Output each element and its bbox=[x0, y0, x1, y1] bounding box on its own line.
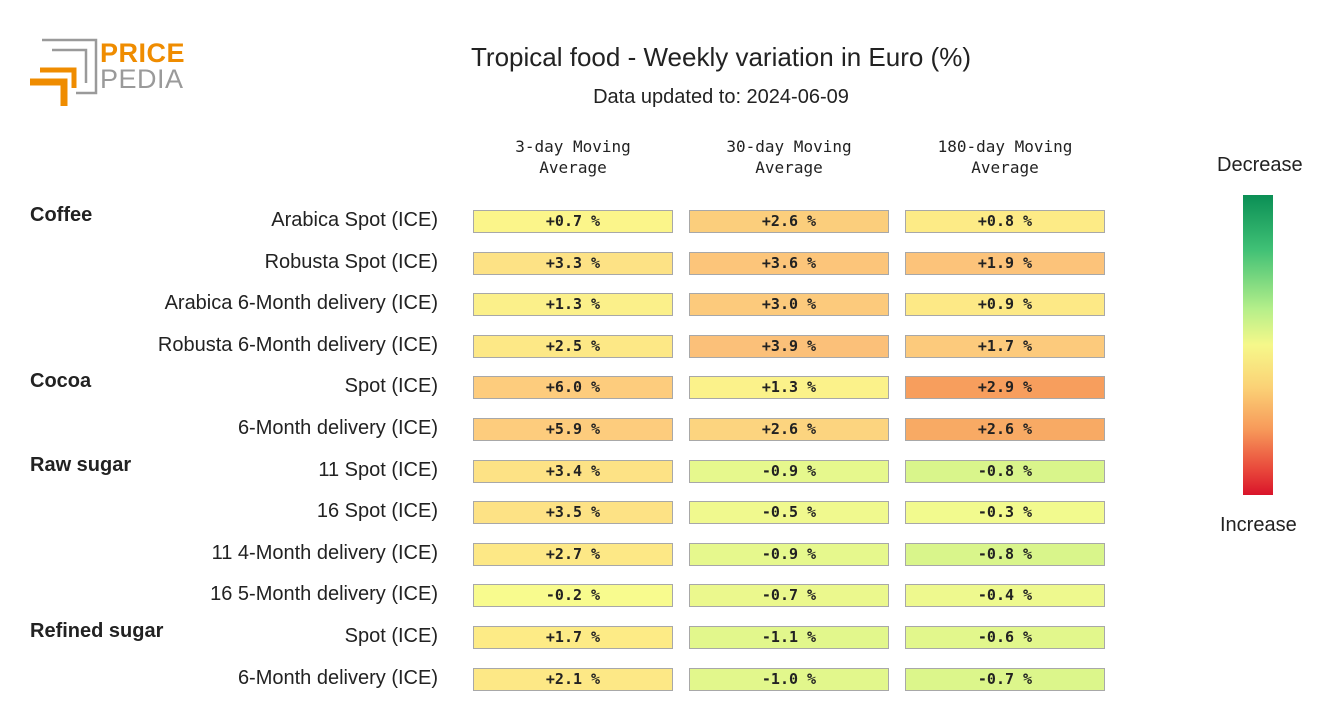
heatmap-cell: +5.9 % bbox=[473, 418, 673, 441]
heatmap-cell: +3.5 % bbox=[473, 501, 673, 525]
logo-text-pedia: PEDIA bbox=[100, 64, 184, 94]
legend-increase-label: Increase bbox=[1220, 514, 1297, 536]
group-label: Refined sugar bbox=[30, 620, 164, 642]
heatmap-cell: -0.2 % bbox=[473, 584, 673, 608]
heatmap-cell: -0.6 % bbox=[905, 626, 1105, 649]
legend-decrease-label: Decrease bbox=[1217, 154, 1303, 176]
heatmap-cell: +2.6 % bbox=[689, 418, 889, 441]
heatmap-cell: +6.0 % bbox=[473, 376, 673, 400]
heatmap-cell: -0.3 % bbox=[905, 501, 1105, 525]
heatmap-cell: +3.3 % bbox=[473, 251, 673, 275]
chart-title: Tropical food - Weekly variation in Euro… bbox=[471, 42, 971, 72]
row-label: Spot (ICE) bbox=[344, 375, 438, 398]
logo-text-price: PRICE bbox=[100, 38, 186, 68]
row-label: 11 Spot (ICE) bbox=[318, 458, 438, 481]
heatmap-cell: +2.7 % bbox=[473, 542, 673, 566]
heatmap-cell: +2.1 % bbox=[473, 667, 673, 691]
heatmap-cell: +3.4 % bbox=[473, 459, 673, 483]
heatmap-cell: +2.6 % bbox=[689, 210, 889, 233]
heatmap-cell: -0.7 % bbox=[689, 584, 889, 608]
row-label: 6-Month delivery (ICE) bbox=[237, 417, 438, 439]
row-label: 16 5-Month delivery (ICE) bbox=[210, 583, 438, 606]
legend-colorbar bbox=[1243, 195, 1273, 495]
row-label: 11 4-Month delivery (ICE) bbox=[211, 541, 438, 564]
heatmap-cell: +2.5 % bbox=[473, 334, 673, 358]
heatmap-cell: +2.6 % bbox=[905, 418, 1105, 441]
row-label: Arabica Spot (ICE) bbox=[271, 209, 438, 231]
heatmap-cell: +1.3 % bbox=[473, 293, 673, 317]
heatmap-cell: +0.8 % bbox=[905, 210, 1105, 233]
heatmap-cell: -0.7 % bbox=[905, 667, 1105, 691]
heatmap-cell: +3.0 % bbox=[689, 293, 889, 317]
row-label: Arabica 6-Month delivery (ICE) bbox=[164, 292, 438, 315]
heatmap-cell: +3.6 % bbox=[689, 251, 889, 275]
heatmap-cell: -0.8 % bbox=[905, 459, 1105, 483]
heatmap-cell: +0.7 % bbox=[473, 210, 673, 233]
heatmap-cell: -0.5 % bbox=[689, 501, 889, 525]
group-label: Coffee bbox=[30, 204, 93, 226]
heatmap-cell: -0.4 % bbox=[905, 584, 1105, 608]
heatmap-cell: +2.9 % bbox=[905, 376, 1105, 400]
column-header: 30-day Moving Average bbox=[726, 137, 852, 177]
heatmap-cell: -1.1 % bbox=[689, 626, 889, 649]
row-label: 6-Month delivery (ICE) bbox=[237, 666, 438, 689]
heatmap-cell: -0.9 % bbox=[689, 459, 889, 483]
heatmap-cell: -0.8 % bbox=[905, 542, 1105, 566]
group-label: Raw sugar bbox=[30, 453, 132, 476]
heatmap-cell: +1.7 % bbox=[905, 334, 1105, 358]
heatmap-cell: +1.7 % bbox=[473, 626, 673, 649]
heatmap-cell: -0.9 % bbox=[689, 542, 889, 566]
heatmap-cell: +0.9 % bbox=[905, 293, 1105, 317]
heatmap-cell: +1.3 % bbox=[689, 376, 889, 400]
group-label: Cocoa bbox=[30, 370, 92, 393]
heatmap-cell: -1.0 % bbox=[689, 667, 889, 691]
pricepedia-logo: PRICE PEDIA bbox=[30, 38, 190, 110]
row-label: Robusta 6-Month delivery (ICE) bbox=[157, 333, 438, 356]
row-label: Spot (ICE) bbox=[344, 625, 438, 647]
heatmap-cell: +3.9 % bbox=[689, 334, 889, 358]
row-label: Robusta Spot (ICE) bbox=[264, 250, 438, 273]
heatmap-cell: +1.9 % bbox=[905, 251, 1105, 275]
column-header: 180-day Moving Average bbox=[937, 137, 1073, 177]
logo-mark-icon bbox=[30, 38, 98, 106]
row-label: 16 Spot (ICE) bbox=[316, 500, 438, 523]
chart-subtitle: Data updated to: 2024-06-09 bbox=[593, 86, 849, 108]
column-header: 3-day Moving Average bbox=[515, 137, 631, 177]
